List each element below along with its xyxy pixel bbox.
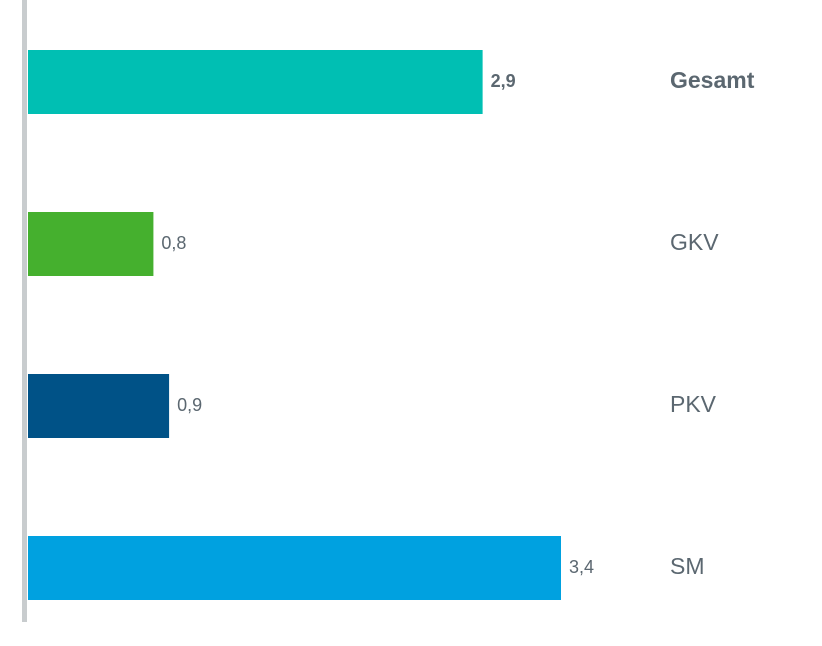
category-label: Gesamt <box>670 67 755 93</box>
category-label: PKV <box>670 391 717 417</box>
bar <box>28 536 561 600</box>
value-label: 0,9 <box>177 395 202 415</box>
value-label: 3,4 <box>569 557 594 577</box>
value-label: 2,9 <box>491 71 516 91</box>
bar <box>28 374 170 438</box>
category-label: GKV <box>670 229 719 255</box>
value-label: 0,8 <box>161 233 186 253</box>
bar <box>28 50 483 114</box>
bar <box>28 212 154 276</box>
category-label: SM <box>670 553 705 579</box>
axis-line <box>22 0 27 622</box>
